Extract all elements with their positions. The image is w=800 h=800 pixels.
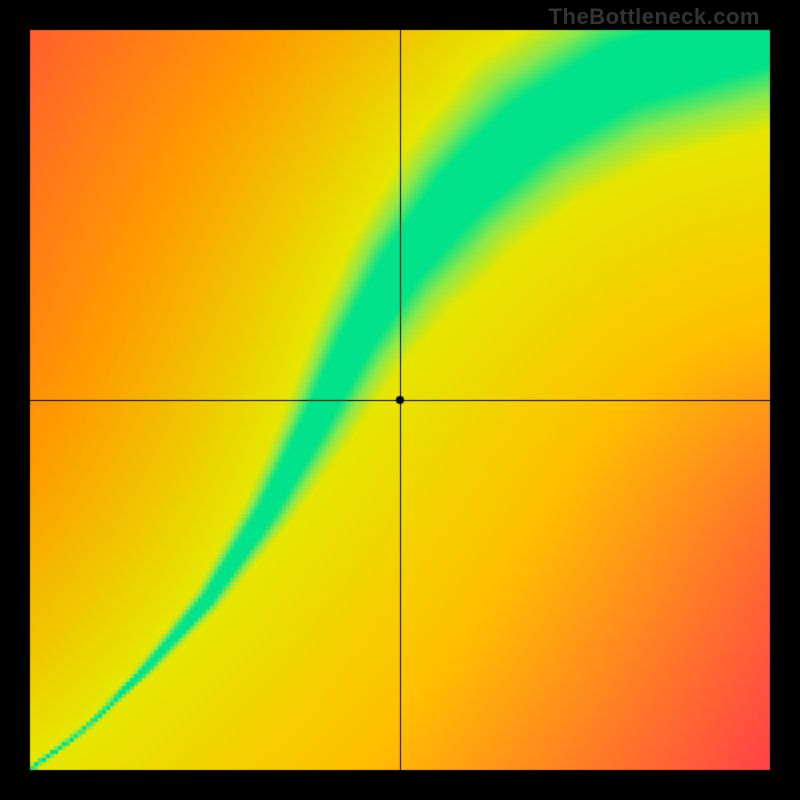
bottleneck-heatmap: [0, 0, 800, 800]
watermark-text: TheBottleneck.com: [549, 4, 760, 30]
chart-container: TheBottleneck.com: [0, 0, 800, 800]
